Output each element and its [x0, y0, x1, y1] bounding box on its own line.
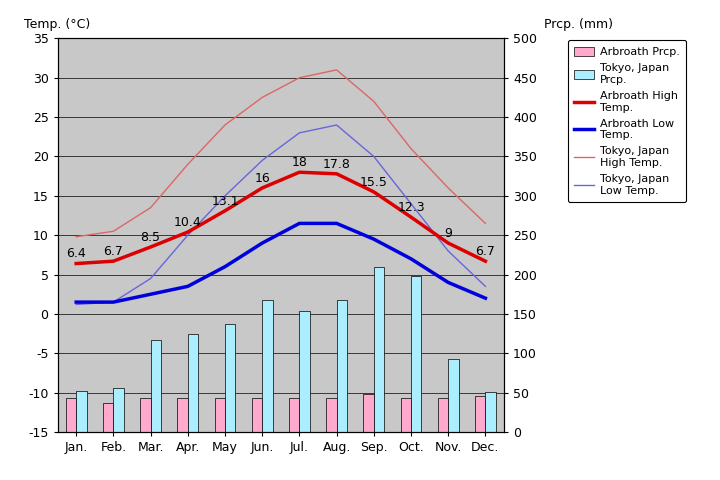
Bar [177, 398, 188, 432]
Text: 12.3: 12.3 [397, 201, 425, 214]
Bar [374, 267, 384, 432]
Bar [66, 398, 76, 432]
Bar [188, 335, 198, 432]
Bar [400, 398, 411, 432]
Text: 18: 18 [292, 156, 307, 169]
Bar [225, 324, 235, 432]
Text: Prcp. (mm): Prcp. (mm) [544, 18, 613, 31]
Bar [150, 340, 161, 432]
Bar [103, 403, 113, 432]
Bar [113, 388, 124, 432]
Bar [485, 392, 496, 432]
Text: Temp. (°C): Temp. (°C) [24, 18, 91, 31]
Text: 6.7: 6.7 [104, 245, 123, 258]
Bar [448, 359, 459, 432]
Text: 16: 16 [254, 172, 270, 185]
Bar [262, 300, 273, 432]
Bar [140, 398, 150, 432]
Bar [475, 396, 485, 432]
Bar [364, 394, 374, 432]
Bar [76, 391, 86, 432]
Bar [326, 398, 336, 432]
Bar [252, 398, 262, 432]
Text: 15.5: 15.5 [360, 176, 388, 189]
Text: 10.4: 10.4 [174, 216, 202, 229]
Legend: Arbroath Prcp., Tokyo, Japan
Prcp., Arbroath High
Temp., Arbroath Low
Temp., Tok: Arbroath Prcp., Tokyo, Japan Prcp., Arbr… [567, 40, 686, 203]
Text: 6.7: 6.7 [475, 245, 495, 258]
Bar [215, 398, 225, 432]
Text: 13.1: 13.1 [211, 195, 239, 208]
Text: 6.4: 6.4 [66, 247, 86, 260]
Bar [300, 311, 310, 432]
Bar [289, 398, 300, 432]
Bar [438, 398, 448, 432]
Text: 9: 9 [444, 227, 452, 240]
Bar [336, 300, 347, 432]
Bar [411, 276, 421, 432]
Text: 8.5: 8.5 [140, 231, 161, 244]
Text: 17.8: 17.8 [323, 157, 351, 171]
